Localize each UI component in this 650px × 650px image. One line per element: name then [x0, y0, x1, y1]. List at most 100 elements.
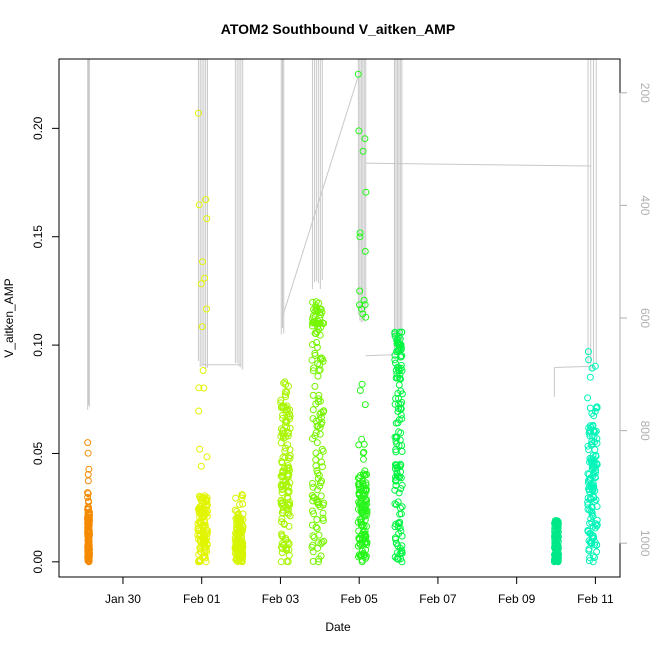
data-point — [316, 430, 324, 438]
data-point — [201, 523, 208, 531]
data-point — [591, 362, 599, 370]
data-point — [233, 535, 241, 542]
data-point — [283, 388, 291, 396]
x-axis-label: Date — [325, 620, 351, 634]
data-point — [593, 403, 601, 411]
data-point — [277, 396, 285, 404]
data-point — [309, 391, 317, 399]
data-point — [586, 554, 594, 562]
data-point — [354, 542, 362, 550]
data-point — [584, 470, 592, 478]
data-point — [356, 287, 364, 295]
data-point — [392, 446, 400, 454]
data-point — [198, 506, 206, 514]
data-point — [396, 473, 403, 481]
data-point — [588, 519, 596, 527]
data-point — [279, 509, 287, 517]
altitude-track-segment — [554, 365, 589, 369]
data-point — [592, 451, 600, 459]
x-tick-label: Feb 03 — [262, 592, 300, 606]
data-point — [286, 501, 294, 509]
data-point — [203, 530, 211, 538]
data-point — [316, 397, 324, 405]
data-point — [593, 522, 601, 530]
data-point — [311, 307, 319, 315]
x-tick-label: Jan 30 — [105, 592, 141, 606]
data-point — [590, 428, 597, 436]
y-tick-label: 0.05 — [31, 441, 45, 465]
data-point — [362, 533, 370, 541]
x-tick-label: Feb 11 — [577, 592, 614, 606]
data-point — [318, 477, 326, 485]
data-point — [313, 343, 321, 351]
data-point — [395, 333, 403, 341]
data-point — [277, 558, 285, 566]
data-point — [357, 521, 365, 529]
data-point — [283, 418, 290, 426]
data-point — [394, 498, 402, 506]
data-point — [393, 472, 401, 480]
data-point — [314, 422, 322, 430]
data-point — [84, 554, 92, 561]
data-point — [362, 512, 370, 520]
data-point — [201, 519, 209, 527]
data-point — [315, 555, 323, 563]
data-point — [195, 384, 203, 392]
data-point — [392, 395, 400, 402]
data-point — [285, 454, 292, 461]
data-point — [586, 538, 594, 546]
data-point — [358, 505, 366, 513]
data-point — [593, 503, 601, 510]
data-point — [317, 305, 325, 313]
data-point — [396, 524, 404, 532]
data-point — [233, 555, 240, 563]
data-point — [309, 406, 317, 414]
data-point — [361, 498, 369, 506]
data-point — [203, 494, 211, 502]
chart-title: ATOM2 Southbound V_aitken_AMP — [221, 21, 455, 37]
data-point — [359, 550, 367, 557]
data-point — [584, 394, 592, 402]
data-point — [198, 323, 206, 331]
data-point — [239, 500, 247, 508]
data-point — [199, 367, 207, 374]
data-point — [84, 531, 92, 539]
data-point — [286, 446, 294, 454]
data-point — [360, 455, 367, 463]
data-point — [309, 507, 316, 515]
data-point — [313, 525, 321, 532]
data-point — [84, 547, 92, 555]
data-point — [361, 135, 369, 143]
data-point — [391, 486, 399, 494]
data-point — [391, 534, 399, 542]
data-point — [585, 545, 593, 553]
data-point — [356, 474, 364, 482]
data-point — [199, 505, 207, 513]
data-point — [584, 527, 592, 534]
data-point — [317, 354, 325, 362]
data-point — [391, 553, 399, 561]
data-point — [356, 481, 363, 488]
data-point — [592, 474, 599, 481]
data-point — [315, 471, 323, 479]
data-point — [355, 489, 363, 497]
data-point — [360, 296, 368, 304]
data-point — [238, 558, 246, 565]
data-point — [203, 215, 211, 223]
data-point — [285, 540, 293, 548]
data-point — [356, 387, 364, 394]
data-point — [282, 393, 290, 401]
data-point — [239, 526, 247, 534]
data-point — [195, 201, 203, 209]
data-point — [315, 367, 323, 375]
data-point — [279, 411, 287, 419]
altitude-track-segment — [281, 75, 359, 319]
data-point — [587, 539, 595, 547]
data-point — [591, 554, 598, 561]
data-point — [318, 308, 326, 316]
data-point — [355, 127, 363, 135]
data-point — [354, 70, 362, 78]
x-tick-label: Feb 09 — [498, 592, 536, 606]
data-point — [84, 490, 92, 498]
data-point — [308, 492, 316, 499]
